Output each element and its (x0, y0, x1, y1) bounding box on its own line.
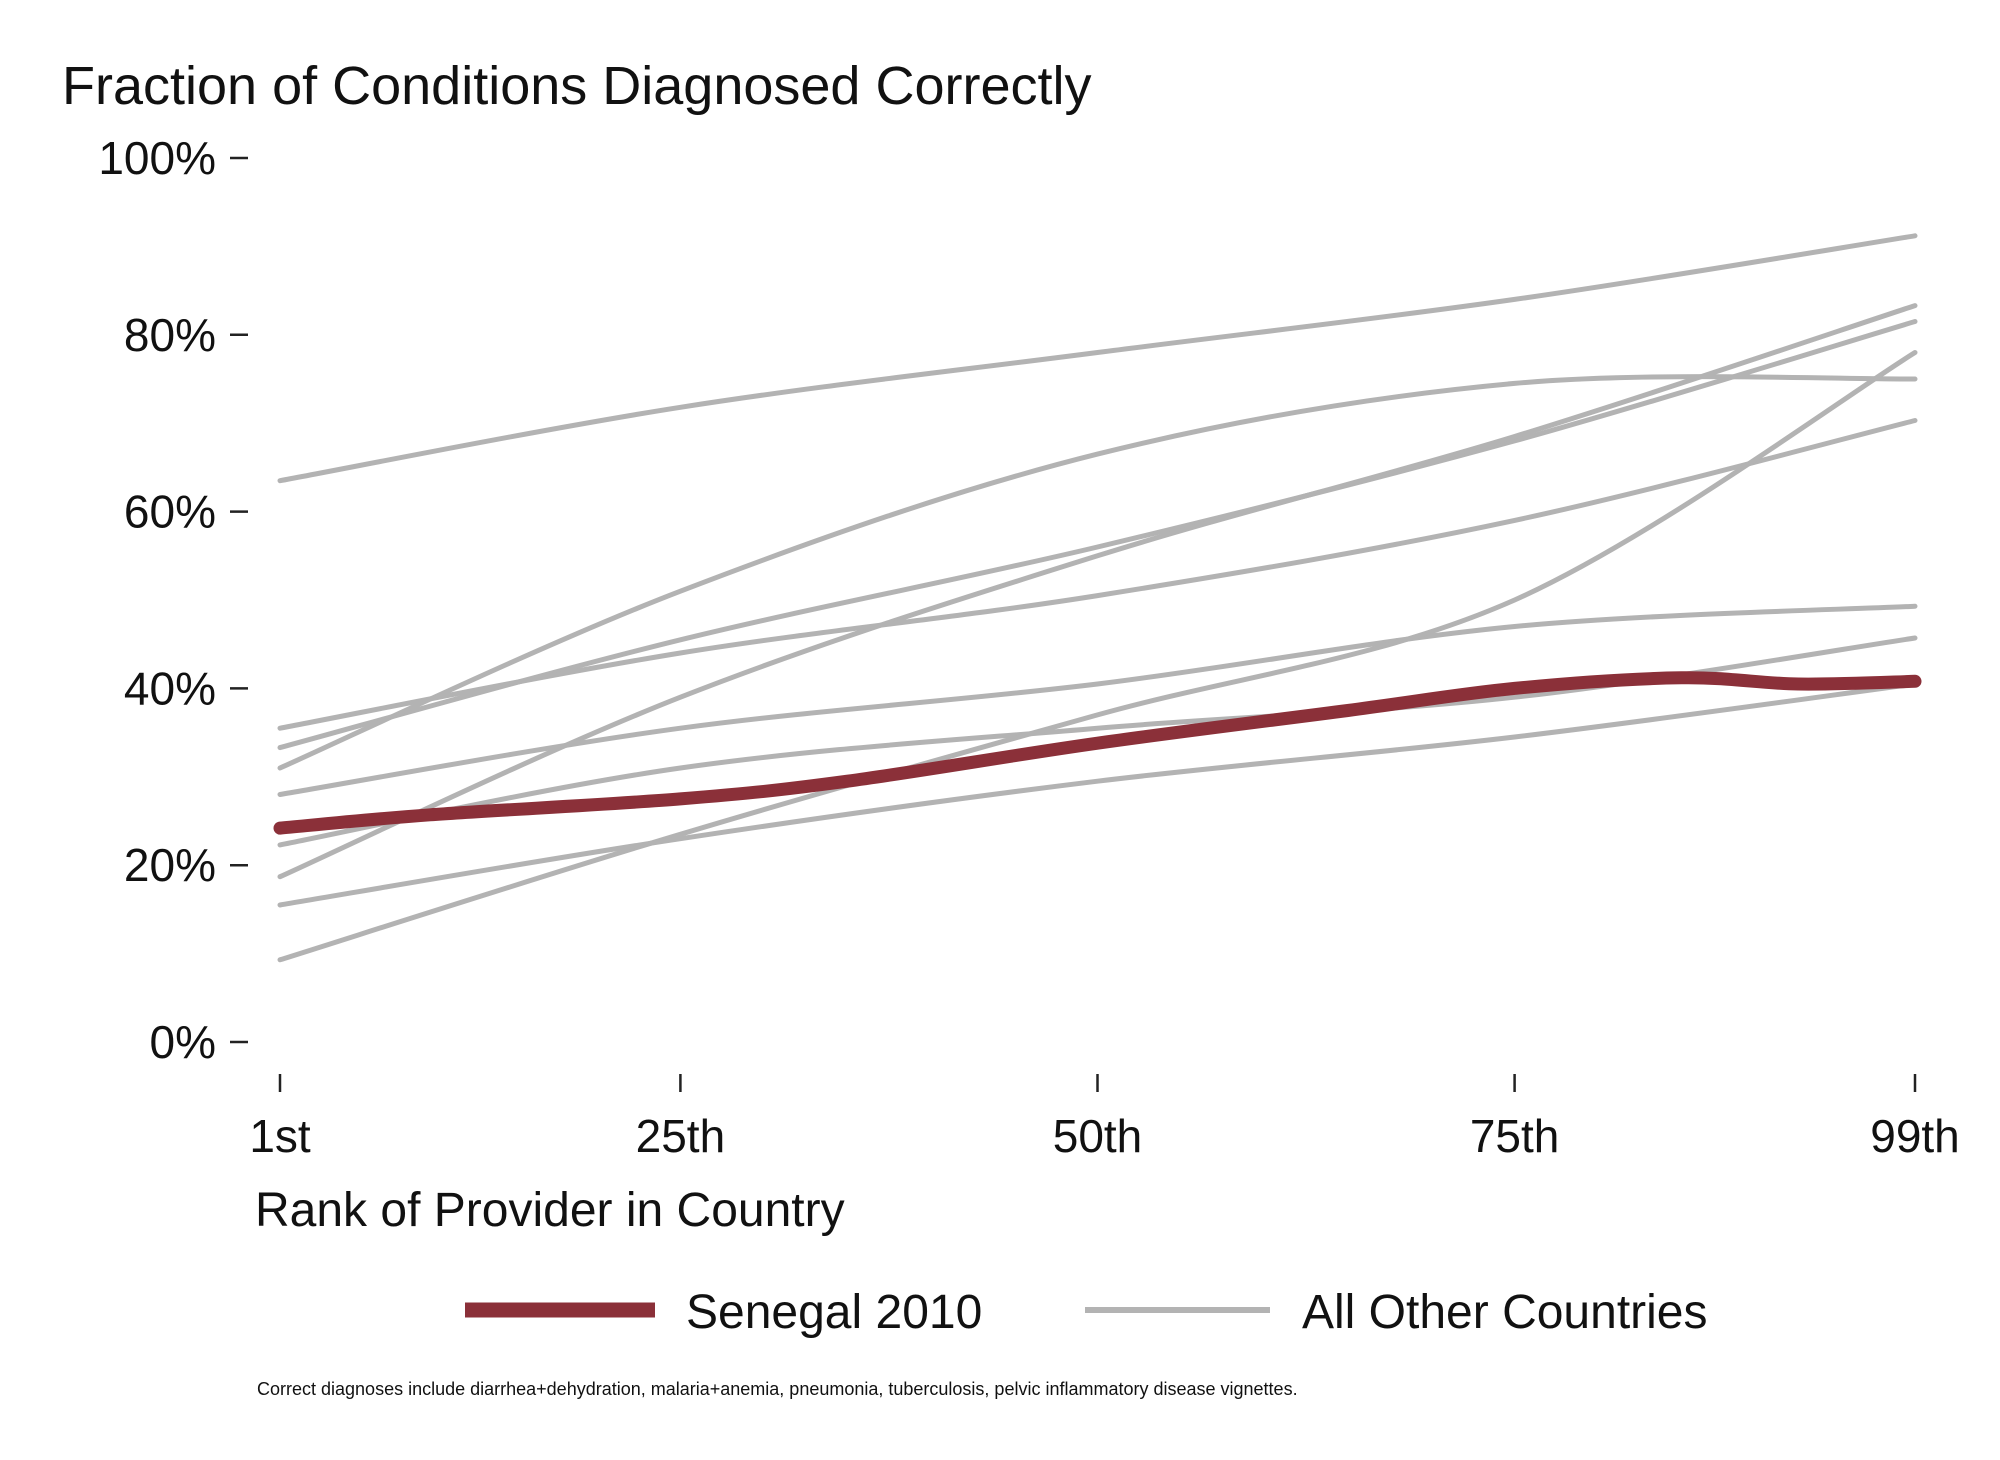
y-tick-label: 100% (98, 132, 216, 184)
y-tick-label: 20% (124, 839, 216, 891)
chart-title: Fraction of Conditions Diagnosed Correct… (62, 56, 1091, 116)
x-axis-label: Rank of Provider in Country (255, 1184, 845, 1237)
x-tick-label: 1st (249, 1110, 311, 1162)
legend: Senegal 2010 All Other Countries (465, 1286, 1708, 1339)
y-tick-label: 60% (124, 486, 216, 538)
other-country-line (277, 233, 1918, 484)
y-tick-label: 40% (124, 662, 216, 714)
x-tick-label: 25th (636, 1110, 726, 1162)
y-axis: 0% 20% 40% 60% 80% 100% (98, 132, 248, 1068)
y-tick-label: 0% (150, 1016, 216, 1068)
other-country-line (277, 303, 1918, 880)
other-country-line (277, 603, 1918, 797)
legend-label-other: All Other Countries (1302, 1286, 1708, 1339)
other-country-line (277, 374, 1918, 771)
x-tick-label: 50th (1053, 1110, 1143, 1162)
y-tick-label: 80% (124, 309, 216, 361)
legend-label-senegal: Senegal 2010 (686, 1286, 982, 1339)
other-countries-lines (277, 233, 1918, 963)
x-axis: 1st 25th 50th 75th 99th (249, 1074, 1960, 1162)
other-country-line (277, 418, 1918, 731)
other-country-line (277, 681, 1918, 908)
other-country-line (277, 350, 1918, 963)
x-tick-label: 75th (1470, 1110, 1560, 1162)
senegal-line-group (273, 671, 1922, 835)
senegal-line (273, 671, 1922, 835)
footnote: Correct diagnoses include diarrhea+dehyd… (257, 1379, 1298, 1399)
x-tick-label: 99th (1870, 1110, 1960, 1162)
